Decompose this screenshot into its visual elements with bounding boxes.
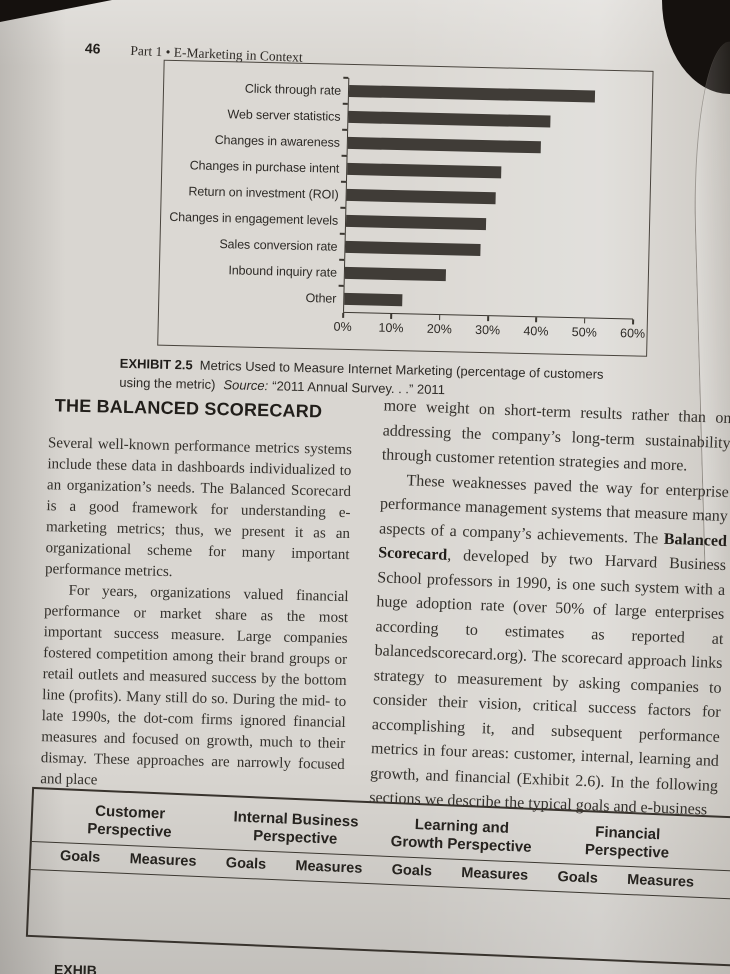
table-group-header-internal-business: Internal Business Perspective [212,808,379,850]
bar-label: Other [305,291,337,306]
goals-header: Goals [225,855,267,873]
exhibit-caption: EXHIBIT 2.5 Metrics Used to Measure Inter… [119,355,634,404]
x-axis-tick [390,313,393,319]
x-axis-tick [487,316,489,322]
table-subheaders: Goals Measures [543,868,710,891]
measures-header: Measures [295,858,363,877]
x-tick-label: 10% [378,320,404,336]
right-column: more weight on short-term results rather… [369,394,730,823]
section-heading: THE BALANCED SCORECARD [54,395,323,422]
measures-header: Measures [460,864,529,884]
bar [344,266,447,282]
bar [345,240,481,256]
table-subheaders: Goals Measures [45,848,212,871]
bar [348,110,551,128]
bar [347,136,541,154]
measures-header: Measures [129,851,197,870]
page-number: 46 [84,40,101,57]
paragraph: These weaknesses paved the way for enter… [369,468,729,824]
bar-label: Inbound inquiry rate [228,263,338,280]
bar-chart-frame: Click through rate Web server statistics… [157,59,654,357]
bar-chart: Click through rate Web server statistics… [159,74,652,319]
exhibit-label: EXHIBIT 2.5 [119,355,193,373]
table-group-header-customer: Customer Perspective [46,801,213,843]
x-axis-tick [438,315,441,321]
scorecard-table: Customer Perspective Internal Business P… [25,786,730,970]
bar-label: Web server statistics [227,107,341,124]
table-group-header-financial: Financial Perspective [544,821,711,863]
x-axis: 0% 10% 20% 30% 40% 50% 60% [333,311,645,350]
paragraph: more weight on short-term results rather… [381,397,730,475]
goals-header: Goals [557,869,599,887]
bar-label: Return on investment (ROI) [188,184,339,202]
x-axis-tick [342,312,344,318]
cropped-caption-fragment: EXHIB [53,961,97,974]
x-axis-tick [535,317,538,323]
bar [345,214,486,231]
bar [344,292,403,307]
bar-label: Changes in engagement levels [169,209,339,228]
bar-label: Changes in awareness [214,132,341,150]
source-label: Source: [223,376,269,393]
measures-header: Measures [626,871,695,891]
goals-header: Goals [59,848,101,866]
x-tick-label: 50% [571,325,597,340]
bar [348,84,595,103]
x-tick-label: 20% [426,321,452,337]
bar-label: Changes in purchase intent [189,158,340,176]
left-column: Several well-known performance metrics s… [40,433,352,797]
bar-label: Click through rate [244,81,342,98]
goals-header: Goals [391,862,433,880]
x-axis-tick [583,318,586,324]
x-tick-label: 60% [619,326,646,341]
x-tick-label: 30% [474,322,501,338]
x-tick-label: 0% [333,319,352,335]
table-subheaders: Goals Measures [377,861,544,884]
source-text: “2011 Annual Survey. . .” 2011 [272,377,446,397]
paragraph: For years, organizations valued financia… [40,582,349,789]
bar [347,162,502,179]
x-axis-tick [632,319,634,325]
bar [346,188,497,205]
table-group-header-learning-growth: Learning and Growth Perspective [378,814,545,856]
paragraph: Several well-known performance metrics s… [44,435,353,581]
table-subheaders: Goals Measures [211,855,378,878]
bar-label: Sales conversion rate [219,237,338,254]
x-tick-label: 40% [523,323,549,339]
paragraph-text: , developed by two Harvard Business Scho… [368,546,727,819]
